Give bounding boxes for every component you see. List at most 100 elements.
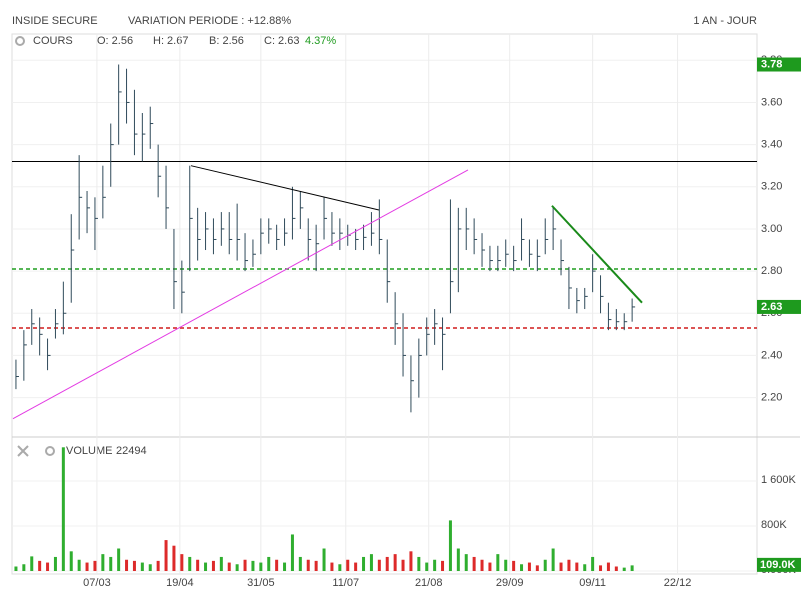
volume-bar <box>306 559 310 571</box>
price-marker-label: 2.63 <box>761 301 782 313</box>
y-tick-label: 3.40 <box>761 139 782 151</box>
volume-bar <box>559 562 563 571</box>
trend-line <box>190 165 380 211</box>
volume-bar <box>599 565 603 571</box>
volume-bar <box>204 562 208 571</box>
volume-bar <box>567 559 571 571</box>
volume-bar <box>338 564 342 571</box>
y-tick-label: 2.80 <box>761 265 782 277</box>
legend-high: H: 2.67 <box>153 35 188 47</box>
y-tick-label: 1 600K <box>761 474 797 486</box>
volume-bar <box>38 560 42 571</box>
volume-bar <box>377 559 381 571</box>
y-tick-label: 3.00 <box>761 223 782 235</box>
y-tick-label: 3.60 <box>761 96 782 108</box>
volume-bar <box>591 556 595 571</box>
volume-bar <box>298 556 302 571</box>
close-icon[interactable] <box>17 445 29 457</box>
price-marker <box>757 299 801 314</box>
volume-bar <box>164 540 168 571</box>
x-tick-label: 19/04 <box>166 577 194 589</box>
volume-bar <box>61 447 65 571</box>
volume-bar <box>527 562 531 571</box>
volume-bar <box>362 556 366 571</box>
stock-title: INSIDE SECURE <box>12 15 98 27</box>
volume-bar <box>275 559 279 571</box>
volume-bar <box>140 562 144 571</box>
volume-bar <box>614 566 618 571</box>
volume-bar <box>14 566 18 571</box>
x-tick-label: 11/07 <box>332 577 359 589</box>
volume-bar <box>606 562 610 571</box>
volume-bar <box>433 559 437 571</box>
volume-bar <box>630 565 634 571</box>
x-tick-label: 31/05 <box>247 577 275 589</box>
volume-bar <box>251 560 255 571</box>
volume-bar <box>188 556 192 571</box>
volume-bar <box>346 559 350 571</box>
settings-icon[interactable] <box>45 446 55 456</box>
volume-bar <box>53 556 57 571</box>
legend-name: COURS <box>33 35 73 47</box>
volume-bar <box>259 562 263 571</box>
volume-bar <box>520 564 524 571</box>
legend-close: C: 2.63 <box>264 35 299 47</box>
volume-bar <box>448 520 452 571</box>
volume-bar <box>211 560 215 571</box>
volume-bar <box>172 545 176 571</box>
volume-bar <box>330 562 334 571</box>
volume-bar <box>472 556 476 571</box>
volume-bar <box>219 556 223 571</box>
volume-bar <box>496 554 500 571</box>
volume-bar <box>196 559 200 571</box>
x-tick-label: 09/11 <box>579 577 606 589</box>
volume-bar <box>243 559 247 571</box>
volume-bar <box>575 562 579 571</box>
x-tick-label: 29/09 <box>496 577 524 589</box>
volume-bar <box>156 560 160 571</box>
volume-bar <box>77 559 81 571</box>
y-tick-label: 2.40 <box>761 349 782 361</box>
volume-bar <box>401 559 405 571</box>
settings-icon[interactable] <box>15 36 25 46</box>
volume-bar <box>583 564 587 571</box>
volume-bar <box>535 565 539 571</box>
volume-bar <box>480 559 484 571</box>
variation: VARIATION PERIODE : +12.88% <box>128 15 291 27</box>
volume-bar <box>385 556 389 571</box>
volume-bar <box>132 560 136 571</box>
volume-bar <box>354 562 358 571</box>
x-tick-label: 07/03 <box>83 577 111 589</box>
volume-bar <box>290 534 294 571</box>
volume-bar <box>46 562 50 571</box>
volume-bar <box>117 548 121 571</box>
volume-bar <box>148 564 152 571</box>
volume-bar <box>30 556 34 571</box>
volume-bar <box>441 560 445 571</box>
volume-bar <box>393 554 397 571</box>
volume-title: VOLUME <box>66 445 112 457</box>
volume-bar <box>227 562 231 571</box>
period[interactable]: 1 AN - JOUR <box>693 15 757 27</box>
volume-bar <box>109 556 113 571</box>
volume-icons <box>17 445 55 457</box>
volume-bar <box>369 554 373 571</box>
legend-open: O: 2.56 <box>97 35 133 47</box>
volume-bar <box>322 548 326 571</box>
y-tick-label: 800K <box>761 519 787 531</box>
x-tick-label: 22/12 <box>664 577 692 589</box>
volume-bar <box>425 562 429 571</box>
trend-line <box>551 205 643 304</box>
volume-bar <box>456 548 460 571</box>
legend-low: B: 2.56 <box>209 35 244 47</box>
volume-bar <box>622 567 626 571</box>
volume-bar <box>504 559 508 571</box>
volume-bar <box>551 548 555 571</box>
volume-bar <box>235 564 239 571</box>
volume-bar <box>93 560 97 571</box>
volume-bar <box>512 560 516 571</box>
x-tick-label: 21/08 <box>415 577 443 589</box>
y-tick-label: 2.20 <box>761 391 782 403</box>
volume-marker <box>757 557 801 572</box>
